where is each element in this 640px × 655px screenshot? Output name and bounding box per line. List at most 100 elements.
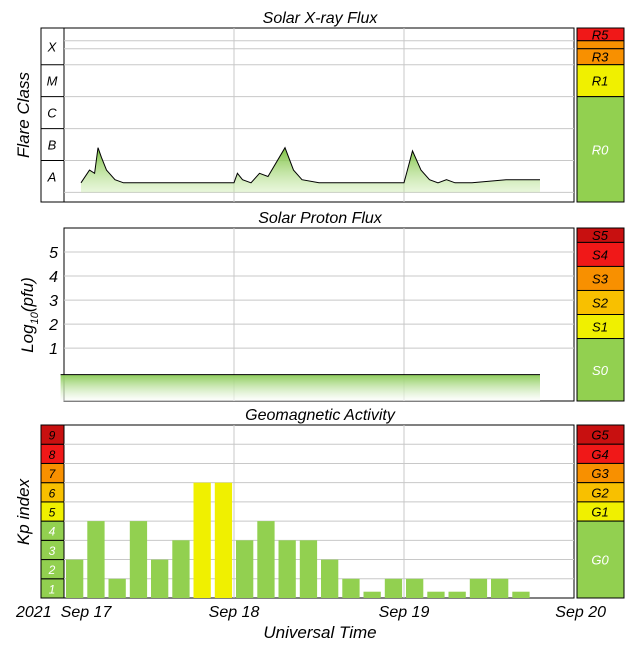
proton-ylabel-unit: (pfu)	[18, 277, 37, 312]
r-scale-label: R0	[592, 142, 609, 157]
flare-class-label: C	[47, 106, 57, 121]
s-scale-label: S1	[592, 320, 608, 335]
g-scale-label: G2	[591, 485, 609, 500]
r-scale-label: R3	[592, 50, 609, 65]
proton-ytick: 5	[49, 245, 58, 262]
kp-bar	[129, 521, 148, 598]
kp-ylabel: Kp index	[14, 478, 33, 545]
kp-bar	[512, 591, 530, 598]
kp-axis-label: 8	[49, 448, 56, 462]
s-scale-band	[576, 241, 625, 267]
kp-scale-axis: 1 2 3 4 5 6 7 8 9	[40, 424, 65, 599]
flare-class-label: A	[47, 169, 57, 184]
geomagnetic-storm-scale: G5 G4 G3 G2 G1 G0	[576, 424, 625, 599]
s-scale-band	[576, 338, 625, 402]
flare-class-axis: A B C M X	[40, 27, 65, 203]
g-scale-label: G0	[591, 553, 609, 568]
flare-class-label: M	[47, 74, 58, 89]
r-scale-band	[576, 40, 625, 50]
proton-title: Solar Proton Flux	[258, 210, 383, 227]
xray-flux-line	[80, 146, 540, 184]
s-scale-label: S0	[592, 363, 609, 378]
proton-grid	[64, 228, 574, 401]
xray-grid	[64, 28, 574, 202]
x-tick-label: Sep 20	[555, 604, 606, 621]
x-tick-label: Sep 17	[61, 604, 113, 621]
kp-bar	[108, 578, 126, 598]
kp-bar	[66, 559, 84, 598]
kp-bar	[299, 540, 318, 598]
proton-y-ticks: 5 4 3 2 1	[48, 245, 58, 358]
kp-title: Geomagnetic Activity	[245, 407, 396, 424]
s-scale-label: S4	[592, 247, 608, 262]
xray-title: Solar X-ray Flux	[263, 10, 379, 27]
kp-axis-label: 5	[49, 506, 56, 520]
kp-bar	[214, 482, 233, 598]
flare-class-label: X	[47, 39, 58, 54]
proton-ytick: 1	[49, 341, 58, 358]
kp-bar	[87, 521, 105, 598]
proton-ylabel-log: Log	[18, 324, 37, 353]
kp-axis-label: 7	[49, 467, 57, 481]
kp-bar	[448, 591, 466, 598]
xray-ylabel: Flare Class	[14, 72, 33, 158]
g-scale-band	[576, 520, 625, 599]
r-scale-band	[576, 64, 625, 98]
kp-bar	[321, 559, 339, 598]
proton-ylabel: Log10(pfu)	[18, 277, 41, 353]
r-scale-label: R1	[592, 74, 609, 89]
g-scale-label: G3	[591, 466, 609, 481]
kp-grid	[64, 425, 574, 598]
kp-bar	[151, 559, 169, 598]
g-scale-label: G5	[591, 428, 609, 443]
kp-bar	[363, 591, 381, 598]
kp-bars	[66, 482, 530, 598]
xray-plot-area	[63, 27, 575, 203]
kp-axis-label: 3	[49, 544, 56, 558]
s-scale-label: S5	[592, 228, 609, 243]
proton-ytick: 4	[49, 269, 58, 286]
proton-plot-area	[63, 227, 575, 402]
s-scale-label: S2	[592, 295, 609, 310]
kp-bar	[491, 578, 509, 598]
kp-bar	[406, 578, 424, 598]
kp-bar	[427, 591, 445, 598]
g-scale-label: G1	[591, 505, 608, 520]
time-axis-ticks: Sep 17 Sep 18 Sep 19 Sep 20	[61, 604, 606, 621]
flare-class-label: B	[48, 138, 57, 153]
kp-plot-area	[63, 424, 575, 599]
x-tick-label: Sep 18	[209, 604, 260, 621]
x-axis-label: Universal Time	[263, 623, 376, 642]
radio-blackout-scale: R5 R3 R1 R0	[576, 27, 625, 203]
x-tick-label: Sep 19	[379, 604, 430, 621]
kp-bar	[342, 578, 360, 598]
s-scale-band	[576, 265, 625, 291]
kp-bar	[384, 578, 403, 598]
r-scale-label: R5	[592, 27, 609, 42]
proton-flux-fill	[60, 374, 540, 401]
r-scale-band	[576, 96, 625, 203]
kp-axis-label: 9	[49, 429, 56, 443]
kp-axis-label: 1	[49, 582, 56, 596]
proton-ytick: 2	[48, 317, 58, 334]
year-label: 2021	[15, 604, 52, 621]
kp-bar	[172, 540, 190, 598]
kp-bar	[278, 540, 296, 598]
proton-ylabel-sub: 10	[29, 311, 41, 324]
s-scale-band	[576, 314, 625, 340]
proton-ytick: 3	[49, 293, 58, 310]
kp-bar	[469, 578, 488, 598]
radiation-storm-scale: S5 S4 S3 S2 S1 S0	[576, 227, 625, 402]
s-scale-label: S3	[592, 271, 609, 286]
kp-bar	[236, 540, 254, 598]
s-scale-band	[576, 289, 625, 316]
kp-axis-label: 6	[49, 486, 56, 500]
kp-axis-label: 2	[48, 563, 56, 577]
g-scale-label: G4	[591, 447, 608, 462]
kp-bar	[193, 482, 211, 598]
kp-axis-label: 4	[49, 525, 56, 539]
xray-flux-fill	[81, 147, 540, 193]
kp-bar	[257, 521, 275, 598]
